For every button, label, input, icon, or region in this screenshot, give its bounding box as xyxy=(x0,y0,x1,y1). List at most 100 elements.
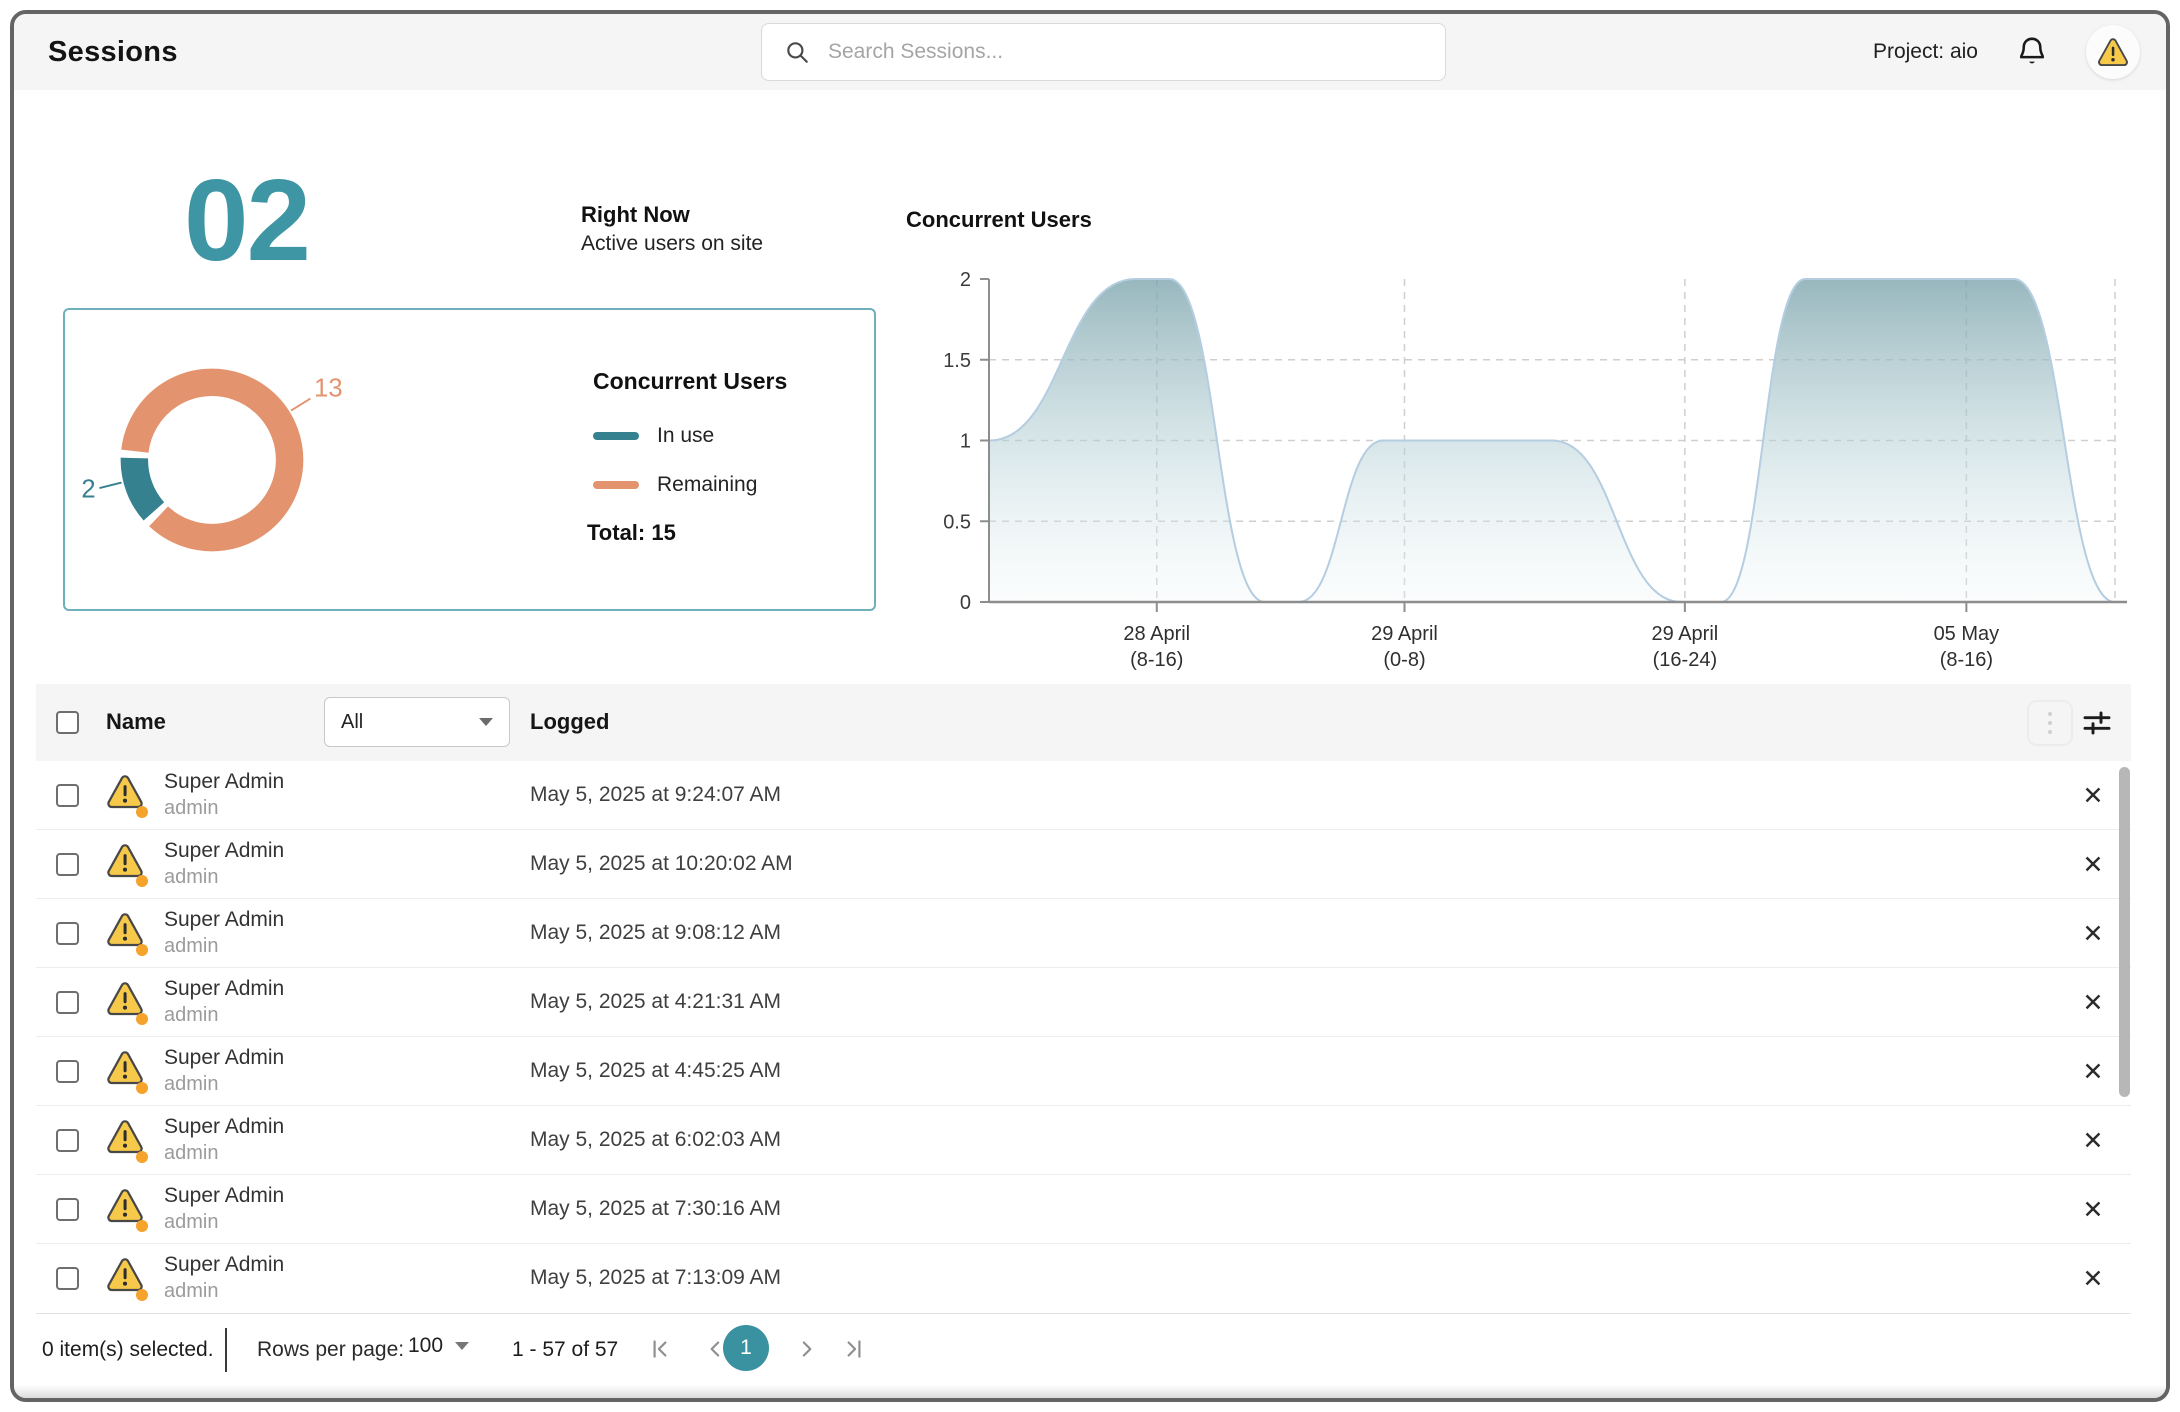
search-box[interactable] xyxy=(761,23,1446,81)
sliders-icon xyxy=(2083,711,2111,735)
select-all-checkbox[interactable] xyxy=(56,711,79,734)
remaining-label: Remaining xyxy=(657,473,758,496)
column-header-name: Name xyxy=(106,709,166,734)
svg-text:13: 13 xyxy=(314,375,342,403)
rows-per-page-select[interactable]: 100 xyxy=(408,1334,470,1358)
session-status xyxy=(106,912,150,956)
table-row[interactable]: Super Admin admin May 5, 2025 at 7:13:09… xyxy=(36,1244,2131,1313)
row-name: Super Admin xyxy=(164,1253,285,1276)
row-checkbox[interactable] xyxy=(56,991,79,1014)
selected-count: 0 item(s) selected. xyxy=(42,1338,214,1361)
scrollbar-thumb[interactable] xyxy=(2119,767,2130,1097)
table-menu-button[interactable] xyxy=(2027,700,2073,746)
session-status xyxy=(106,1050,150,1094)
svg-text:28 April: 28 April xyxy=(1123,623,1190,645)
project-label: Project: aio xyxy=(1872,40,1978,63)
row-close-button[interactable]: ✕ xyxy=(2076,1262,2110,1296)
notifications-button[interactable] xyxy=(2014,34,2050,70)
row-name: Super Admin xyxy=(164,1115,285,1138)
svg-text:0: 0 xyxy=(960,592,971,614)
name-filter-value: All xyxy=(341,710,364,733)
row-close-button[interactable]: ✕ xyxy=(2076,1055,2110,1089)
kebab-icon xyxy=(2048,712,2052,716)
table-row[interactable]: Super Admin admin May 5, 2025 at 9:24:07… xyxy=(36,761,2131,830)
row-close-button[interactable]: ✕ xyxy=(2076,1124,2110,1158)
donut-total-label: Total: 15 xyxy=(587,520,676,545)
table-row[interactable]: Super Admin admin May 5, 2025 at 4:45:25… xyxy=(36,1037,2131,1106)
table-row[interactable]: Super Admin admin May 5, 2025 at 4:21:31… xyxy=(36,968,2131,1037)
row-close-button[interactable]: ✕ xyxy=(2076,917,2110,951)
svg-text:29 April: 29 April xyxy=(1371,623,1438,645)
session-status xyxy=(106,1119,150,1163)
svg-text:(8-16): (8-16) xyxy=(1130,649,1183,671)
top-bar: Sessions Project: aio xyxy=(14,14,2166,90)
footer-divider xyxy=(225,1328,227,1372)
active-users-count: 02 xyxy=(184,155,311,285)
svg-text:(16-24): (16-24) xyxy=(1653,649,1717,671)
row-username: admin xyxy=(164,1073,219,1095)
pagination-range: 1 - 57 of 57 xyxy=(512,1338,619,1361)
table-row[interactable]: Super Admin admin May 5, 2025 at 6:02:03… xyxy=(36,1106,2131,1175)
current-page-button[interactable]: 1 xyxy=(723,1325,769,1371)
row-close-button[interactable]: ✕ xyxy=(2076,848,2110,882)
svg-text:1: 1 xyxy=(960,431,971,453)
status-dot xyxy=(136,944,148,956)
status-dot xyxy=(136,806,148,818)
row-username: admin xyxy=(164,1280,219,1302)
row-close-button[interactable]: ✕ xyxy=(2076,986,2110,1020)
svg-text:29 April: 29 April xyxy=(1652,623,1719,645)
window-frame: Sessions Project: aio 02 Right Now Activ… xyxy=(10,10,2170,1402)
warning-triangle-icon xyxy=(107,844,143,878)
row-name: Super Admin xyxy=(164,839,285,862)
next-page-button[interactable] xyxy=(788,1332,824,1368)
right-now-title: Right Now xyxy=(581,202,690,227)
row-name: Super Admin xyxy=(164,1046,285,1069)
status-dot xyxy=(136,875,148,887)
row-close-button[interactable]: ✕ xyxy=(2076,1193,2110,1227)
legend-item-in-use: In use xyxy=(593,424,714,448)
first-page-button[interactable] xyxy=(642,1332,678,1368)
session-status xyxy=(106,774,150,818)
session-status xyxy=(106,843,150,887)
row-logged: May 5, 2025 at 4:45:25 AM xyxy=(530,1059,781,1082)
previous-page-button[interactable] xyxy=(698,1332,734,1368)
session-status xyxy=(106,981,150,1025)
row-name: Super Admin xyxy=(164,1184,285,1207)
row-checkbox[interactable] xyxy=(56,922,79,945)
svg-text:2: 2 xyxy=(81,475,95,503)
warning-triangle-icon xyxy=(107,1120,143,1154)
in-use-swatch xyxy=(593,432,639,440)
table-row[interactable]: Super Admin admin May 5, 2025 at 9:08:12… xyxy=(36,899,2131,968)
warning-triangle-icon xyxy=(107,982,143,1016)
status-dot xyxy=(136,1151,148,1163)
search-input[interactable] xyxy=(828,40,1388,64)
remaining-swatch xyxy=(593,481,639,489)
table-settings-button[interactable] xyxy=(2081,707,2113,739)
row-checkbox[interactable] xyxy=(56,1129,79,1152)
page-title: Sessions xyxy=(48,36,178,68)
status-dot xyxy=(136,1082,148,1094)
row-checkbox[interactable] xyxy=(56,784,79,807)
svg-text:(0-8): (0-8) xyxy=(1383,649,1425,671)
row-checkbox[interactable] xyxy=(56,1060,79,1083)
user-avatar-button[interactable] xyxy=(2086,25,2140,79)
row-logged: May 5, 2025 at 9:24:07 AM xyxy=(530,783,781,806)
session-status xyxy=(106,1188,150,1232)
row-checkbox[interactable] xyxy=(56,853,79,876)
chevron-down-icon xyxy=(455,1342,470,1350)
last-page-icon xyxy=(847,1339,861,1358)
table-row[interactable]: Super Admin admin May 5, 2025 at 7:30:16… xyxy=(36,1175,2131,1244)
svg-text:2: 2 xyxy=(960,269,971,291)
row-checkbox[interactable] xyxy=(56,1267,79,1290)
table-row[interactable]: Super Admin admin May 5, 2025 at 10:20:0… xyxy=(36,830,2131,899)
last-page-button[interactable] xyxy=(836,1332,872,1368)
window-bottom-strip xyxy=(14,1385,2166,1398)
name-filter-select[interactable]: All xyxy=(324,697,510,747)
status-dot xyxy=(136,1289,148,1301)
status-dot xyxy=(136,1220,148,1232)
row-close-button[interactable]: ✕ xyxy=(2076,779,2110,813)
svg-text:(8-16): (8-16) xyxy=(1940,649,1993,671)
warning-triangle-icon xyxy=(107,913,143,947)
row-checkbox[interactable] xyxy=(56,1198,79,1221)
row-logged: May 5, 2025 at 7:30:16 AM xyxy=(530,1197,781,1220)
